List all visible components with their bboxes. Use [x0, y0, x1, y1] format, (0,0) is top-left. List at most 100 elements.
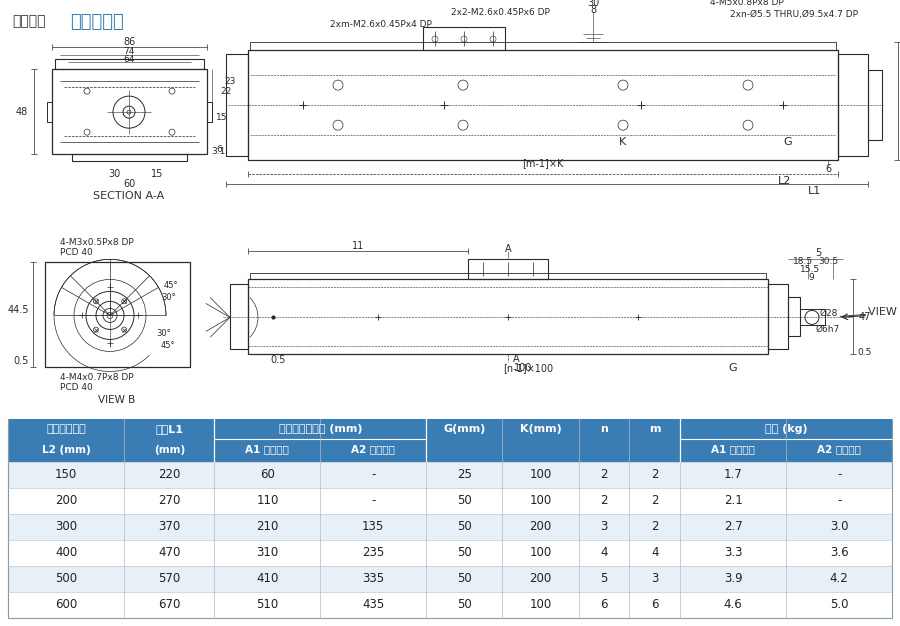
- Text: 2: 2: [651, 520, 659, 533]
- Text: [m-1]×K: [m-1]×K: [522, 158, 563, 168]
- Text: 22: 22: [220, 86, 231, 96]
- Bar: [768, 284, 788, 349]
- Text: 3.9: 3.9: [724, 572, 742, 585]
- Text: 47: 47: [859, 312, 871, 322]
- Text: 15: 15: [216, 113, 228, 121]
- Text: 1.7: 1.7: [724, 468, 742, 481]
- Text: 2xm-M2.6x0.45Px4 DP: 2xm-M2.6x0.45Px4 DP: [330, 19, 432, 29]
- Text: 570: 570: [158, 572, 181, 585]
- Text: 2.7: 2.7: [724, 520, 742, 533]
- Text: 30: 30: [587, 0, 599, 8]
- Text: 6: 6: [216, 145, 221, 154]
- Text: A1 ブロック: A1 ブロック: [711, 444, 755, 454]
- Text: 4-M5x0.8Px8 DP: 4-M5x0.8Px8 DP: [710, 0, 784, 6]
- Text: 200: 200: [529, 572, 552, 585]
- Text: 100: 100: [529, 494, 552, 507]
- Bar: [468, 259, 548, 279]
- Text: 44.5: 44.5: [7, 305, 29, 316]
- Text: G(mm): G(mm): [443, 424, 485, 434]
- Text: 4-M3x0.5Px8 DP: 4-M3x0.5Px8 DP: [60, 238, 134, 247]
- Text: 15: 15: [151, 169, 163, 179]
- Text: （標準型）: （標準型）: [70, 13, 124, 31]
- Text: 54: 54: [587, 0, 599, 1]
- Text: A: A: [513, 354, 519, 364]
- Text: 30: 30: [108, 169, 120, 179]
- Text: 64: 64: [123, 54, 135, 64]
- Text: 0.5: 0.5: [857, 348, 871, 357]
- Text: 335: 335: [362, 572, 384, 585]
- Bar: [8, 566, 892, 592]
- Bar: [52, 69, 207, 154]
- Bar: [868, 70, 882, 140]
- Text: 135: 135: [362, 520, 384, 533]
- Text: 200: 200: [55, 494, 77, 507]
- Text: 435: 435: [362, 598, 384, 612]
- Text: 220: 220: [158, 468, 181, 481]
- Text: 質量 (kg): 質量 (kg): [765, 424, 807, 434]
- Bar: [8, 488, 892, 514]
- Text: 2: 2: [600, 494, 608, 507]
- Bar: [47, 102, 52, 122]
- Text: 200: 200: [529, 520, 552, 533]
- Text: 100: 100: [514, 364, 532, 374]
- Text: 100: 100: [529, 468, 552, 481]
- Text: L1: L1: [808, 187, 821, 196]
- Text: K(mm): K(mm): [519, 424, 562, 434]
- Text: -: -: [371, 468, 375, 481]
- Text: 2: 2: [651, 468, 659, 481]
- Bar: [248, 50, 838, 160]
- Text: 6: 6: [825, 164, 831, 174]
- Text: 30°: 30°: [156, 329, 171, 338]
- Text: 5: 5: [814, 249, 821, 259]
- Text: 470: 470: [158, 546, 181, 559]
- Text: 3.0: 3.0: [830, 520, 849, 533]
- Text: 50: 50: [457, 494, 472, 507]
- Text: 50: 50: [457, 546, 472, 559]
- Text: G: G: [729, 364, 737, 374]
- Text: m: m: [649, 424, 661, 434]
- Text: 3.1: 3.1: [211, 146, 225, 156]
- Text: 4.2: 4.2: [830, 572, 849, 585]
- Text: (mm): (mm): [154, 444, 185, 454]
- Text: 370: 370: [158, 520, 181, 533]
- Text: 4-M4x0.7Px8 DP: 4-M4x0.7Px8 DP: [60, 373, 133, 382]
- Bar: [250, 42, 836, 50]
- Text: 11: 11: [352, 241, 365, 251]
- Text: 3.3: 3.3: [724, 546, 742, 559]
- Text: VIEW B: VIEW B: [868, 307, 900, 317]
- Text: -: -: [837, 494, 842, 507]
- Text: A1 ブロック: A1 ブロック: [246, 444, 289, 454]
- Bar: [248, 279, 768, 354]
- Text: 670: 670: [158, 598, 181, 612]
- Text: 600: 600: [55, 598, 77, 612]
- Text: 18.5: 18.5: [793, 257, 813, 266]
- Text: n: n: [600, 424, 608, 434]
- Text: 45°: 45°: [164, 281, 178, 290]
- Text: 9: 9: [808, 273, 814, 282]
- Bar: [8, 461, 892, 488]
- Text: 3: 3: [652, 572, 659, 585]
- Text: 6: 6: [600, 598, 608, 612]
- Text: 8: 8: [590, 5, 596, 15]
- Text: 50: 50: [457, 520, 472, 533]
- Bar: [226, 54, 248, 156]
- Text: 100: 100: [529, 546, 552, 559]
- Text: カバー付: カバー付: [12, 14, 46, 28]
- Text: A2 ブロック: A2 ブロック: [351, 444, 395, 454]
- Text: 30.5: 30.5: [818, 257, 838, 266]
- Text: 0.5: 0.5: [270, 356, 285, 366]
- Text: 23: 23: [224, 76, 236, 86]
- Text: 86: 86: [123, 37, 135, 47]
- Text: G: G: [784, 137, 792, 147]
- Text: 410: 410: [256, 572, 279, 585]
- Text: 270: 270: [158, 494, 181, 507]
- Text: 全長L1: 全長L1: [156, 424, 184, 434]
- Text: 150: 150: [55, 468, 77, 481]
- Text: 5.0: 5.0: [830, 598, 849, 612]
- Text: 5: 5: [600, 572, 608, 585]
- Text: 15.5: 15.5: [800, 265, 820, 274]
- Bar: [250, 274, 766, 279]
- Text: 2.1: 2.1: [724, 494, 742, 507]
- Bar: [45, 262, 190, 367]
- Text: K: K: [619, 137, 626, 147]
